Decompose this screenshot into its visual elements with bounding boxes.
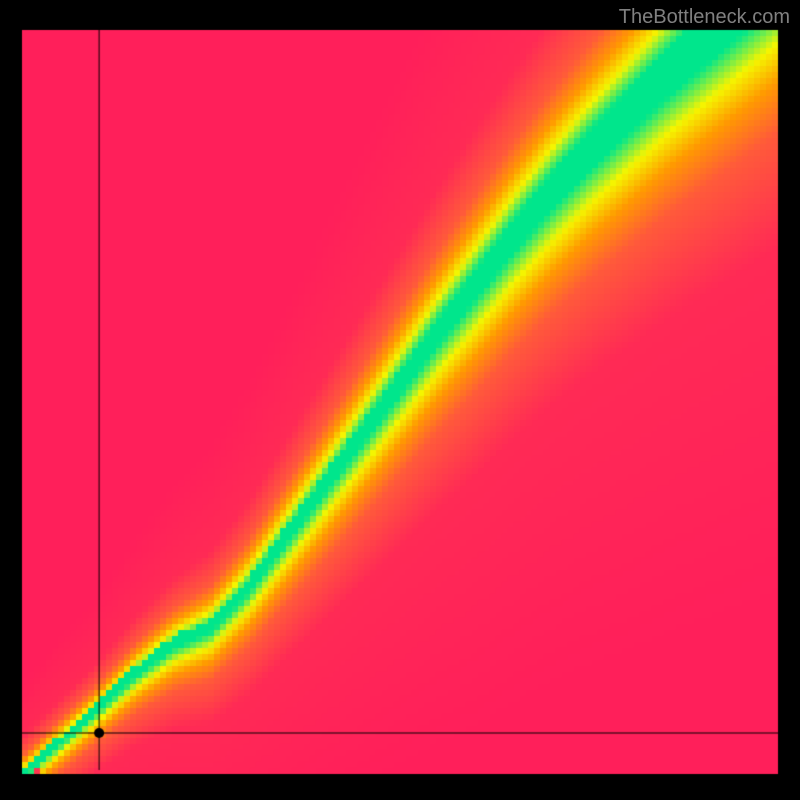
heatmap-plot: [0, 0, 800, 800]
attribution-text: TheBottleneck.com: [619, 6, 790, 29]
heatmap-canvas: [0, 0, 800, 800]
